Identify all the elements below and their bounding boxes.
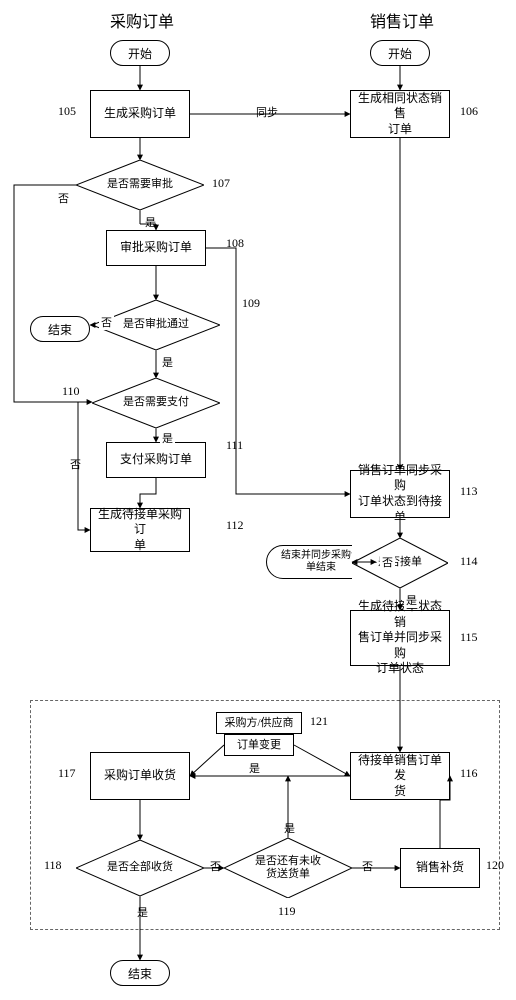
diamond-110-text: 是否需要支付 <box>123 396 189 409</box>
lbl-119-no: 否 <box>360 858 375 874</box>
start-right: 开始 <box>370 40 430 66</box>
num-120: 120 <box>486 858 504 873</box>
lbl-114-yes: 是 <box>404 592 419 608</box>
num-112: 112 <box>226 518 244 533</box>
num-105: 105 <box>58 104 76 119</box>
box-115: 生成待接单状态销售订单并同步采购订单状态 <box>350 610 450 666</box>
end-final: 结束 <box>110 960 170 986</box>
num-117: 117 <box>58 766 76 781</box>
diamond-110: 是否需要支付 <box>92 378 220 428</box>
num-109: 109 <box>242 296 260 311</box>
diamond-118: 是否全部收货 <box>76 840 204 896</box>
diamond-118-text: 是否全部收货 <box>107 861 173 874</box>
lbl-107-no: 否 <box>56 190 71 206</box>
lbl-109-no: 否 <box>99 314 114 330</box>
diamond-107-text: 是否需要审批 <box>107 178 173 191</box>
end-109: 结束 <box>30 316 90 342</box>
lbl-107-yes: 是 <box>143 214 158 230</box>
lbl-110-no: 否 <box>68 456 83 472</box>
num-113: 113 <box>460 484 478 499</box>
num-119: 119 <box>278 904 296 919</box>
diamond-107: 是否需要审批 <box>76 160 204 210</box>
num-106: 106 <box>460 104 478 119</box>
box-112: 生成待接单采购订单 <box>90 508 190 552</box>
box-108: 审批采购订单 <box>106 230 206 266</box>
num-111: 111 <box>226 438 243 453</box>
diamond-119-text: 是否还有未收货送货单 <box>255 855 321 881</box>
box-111: 支付采购订单 <box>106 442 206 478</box>
num-108: 108 <box>226 236 244 251</box>
num-116: 116 <box>460 766 478 781</box>
num-110: 110 <box>62 384 80 399</box>
lbl-114-no: 否 <box>380 554 395 570</box>
num-115: 115 <box>460 630 478 645</box>
header-left: 采购订单 <box>110 8 174 32</box>
num-114: 114 <box>460 554 478 569</box>
lbl-109-yes: 是 <box>160 354 175 370</box>
lbl-119-yes: 是 <box>282 820 297 836</box>
diamond-119: 是否还有未收货送货单 <box>224 838 352 898</box>
box-106: 生成相同状态销售订单 <box>350 90 450 138</box>
lbl-121-yes: 是 <box>247 760 262 776</box>
lbl-118-yes: 是 <box>135 904 150 920</box>
diamond-114: 是否接单 <box>352 538 448 588</box>
diamond-109-text: 是否审批通过 <box>123 318 189 331</box>
lbl-110-yes: 是 <box>160 430 175 446</box>
lbl-sync: 同步 <box>254 104 280 120</box>
box-113: 销售订单同步采购订单状态到待接单 <box>350 470 450 518</box>
num-121: 121 <box>310 714 328 729</box>
num-118: 118 <box>44 858 62 873</box>
header-right: 销售订单 <box>370 8 434 32</box>
lbl-118-no: 否 <box>208 858 223 874</box>
num-107: 107 <box>212 176 230 191</box>
start-left: 开始 <box>110 40 170 66</box>
box-105: 生成采购订单 <box>90 90 190 138</box>
